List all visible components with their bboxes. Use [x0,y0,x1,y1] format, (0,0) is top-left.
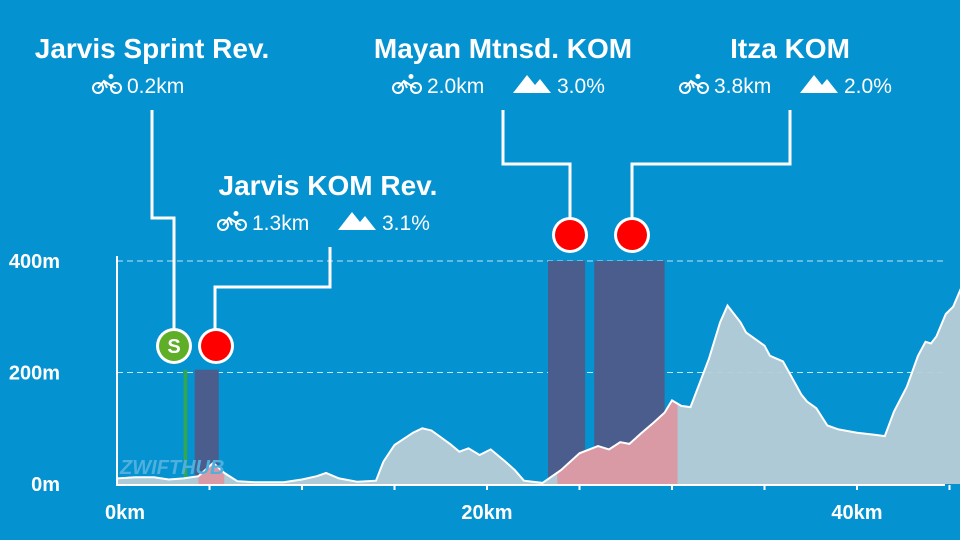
bike-rider-head [108,74,114,79]
mountain-shape [513,75,551,93]
x-tick-label: 20km [461,502,512,524]
climb-highlight [557,400,678,484]
gridlines [117,260,945,373]
sprint-marker-label: S [167,336,180,358]
bicycle-icon [392,74,422,94]
bike-wheel [110,82,122,94]
mountain-icon [338,212,376,230]
mountain-shape [338,212,376,230]
bike-wheel [217,219,229,231]
elevation-area-fill [117,290,960,484]
segment-title: Jarvis Sprint Rev. [35,33,269,64]
bike-rider-head [408,74,414,79]
bicycle-icon [679,74,709,94]
mountain-icon [800,75,838,93]
segment-callout-kom: Itza KOM 3.8km 2.0% [614,33,892,253]
mountain-shape [800,75,838,93]
bike-frame [684,79,704,89]
bike-wheel [235,219,247,231]
bike-frame [97,79,117,89]
segment-gradient: 3.1% [382,212,430,235]
kom-marker [617,220,647,250]
callout-connector [213,247,332,330]
y-tick-label: 200m [9,363,60,385]
callout-connector [150,110,176,330]
kom-segment-band [548,261,586,484]
segment-title: Mayan Mtnsd. KOM [374,33,632,64]
sprint-marker [159,331,189,361]
bike-rider-head [233,211,239,216]
kom-marker [555,220,585,250]
segment-title: Itza KOM [730,33,850,64]
elevation-line [116,288,960,484]
segment-gradient: 3.0% [557,75,605,98]
x-tick-label: 40km [831,502,882,524]
segment-callout-kom: Jarvis KOM Rev. 1.3km 3.1% [198,170,437,364]
segment-callout-sprint: Jarvis Sprint Rev. 0.2km S [35,33,269,364]
callout-connector [501,110,572,218]
elevation-area [116,288,960,484]
zwifthub-watermark: ZWIFTHUB [119,457,224,479]
y-tick-label: 400m [9,251,60,273]
bike-frame [397,79,417,89]
segment-callouts: Jarvis Sprint Rev. 0.2km S Jarvis KOM Rev. 1… [35,33,892,364]
bicycle-icon [92,74,122,94]
segment-title: Jarvis KOM Rev. [219,170,438,201]
segment-length: 2.0km [427,75,484,98]
axes: 0m 200m 400m 0km 20km 40km [9,251,951,524]
bike-frame [222,216,242,226]
bicycle-icon [217,211,247,231]
segment-gradient: 2.0% [844,75,892,98]
segment-length: 1.3km [252,212,309,235]
mountain-icon [513,75,551,93]
segment-length: 0.2km [127,75,184,98]
segment-length: 3.8km [714,75,771,98]
sprint-segment-band [183,369,188,484]
bike-wheel [392,82,404,94]
callout-connector [630,110,792,218]
bike-rider-head [695,74,701,79]
bike-wheel [679,82,691,94]
segment-callout-kom: Mayan Mtnsd. KOM 2.0km 3.0% [374,33,632,253]
kom-marker [201,331,231,361]
x-tick-label: 0km [105,502,145,524]
bike-wheel [697,82,709,94]
y-tick-label: 0m [31,474,60,496]
bike-wheel [92,82,104,94]
bike-wheel [410,82,422,94]
